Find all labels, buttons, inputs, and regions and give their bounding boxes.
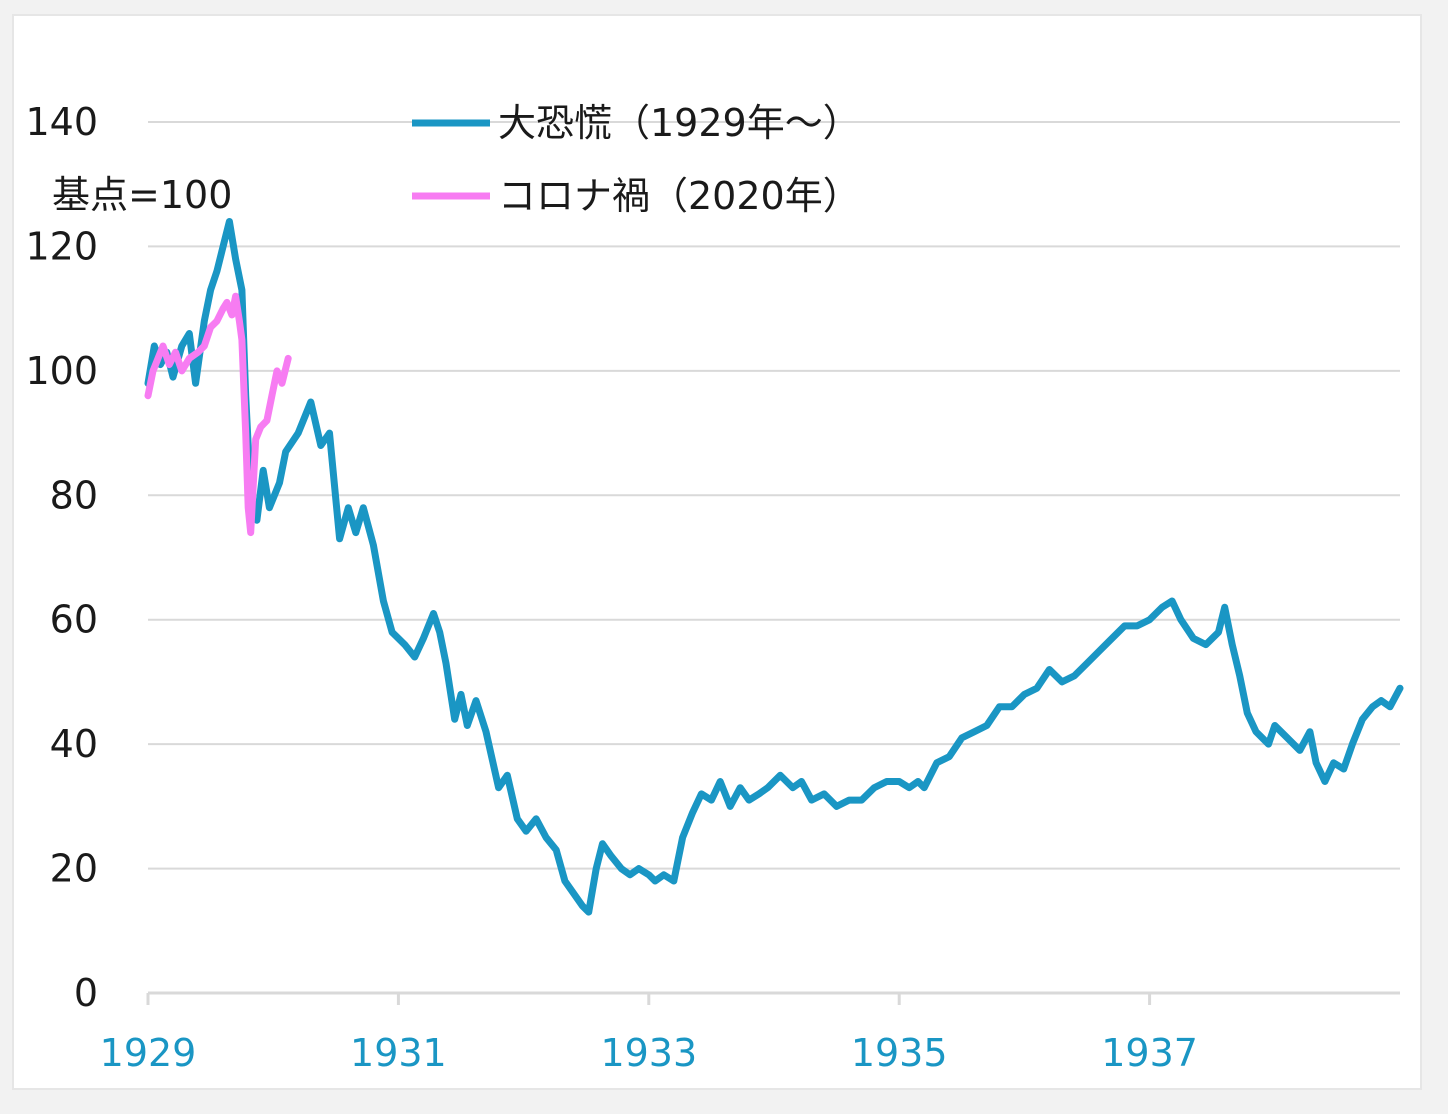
series-group xyxy=(144,218,1404,916)
x-tick-label-1937: 1937 xyxy=(1101,1031,1198,1075)
y-tick-label-20: 20 xyxy=(50,847,98,891)
y-tick-label-140: 140 xyxy=(25,100,98,144)
y-tick-label-100: 100 xyxy=(25,349,98,393)
legend-label-covid: コロナ禍（2020年） xyxy=(498,174,861,218)
unit-label: 基点=100 xyxy=(52,173,232,217)
grid xyxy=(148,121,1400,870)
x-tick-label-1935: 1935 xyxy=(851,1031,948,1075)
series-line-covid xyxy=(144,292,292,537)
x-tick-label-1933: 1933 xyxy=(600,1031,697,1075)
legend: 大恐慌（1929年～） コロナ禍（2020年） xyxy=(412,101,861,218)
y-axis: 0 20 40 60 80 100 120 140 xyxy=(25,100,98,1015)
x-tick-label-1929: 1929 xyxy=(100,1031,197,1075)
y-tick-label-120: 120 xyxy=(25,224,98,268)
y-tick-label-80: 80 xyxy=(50,473,98,517)
y-tick-label-40: 40 xyxy=(50,722,98,766)
y-tick-label-60: 60 xyxy=(50,598,98,642)
x-ticks: 1929 1931 1933 1935 1937 xyxy=(100,993,1198,1075)
legend-label-great-depression: 大恐慌（1929年～） xyxy=(498,101,861,145)
chart-card: 0 20 40 60 80 100 120 140 1929 1931 1933 1935 1937 … xyxy=(12,14,1422,1090)
x-tick-label-1931: 1931 xyxy=(350,1031,447,1075)
y-tick-label-0: 0 xyxy=(74,971,98,1015)
series-line-great-depression xyxy=(144,218,1404,916)
